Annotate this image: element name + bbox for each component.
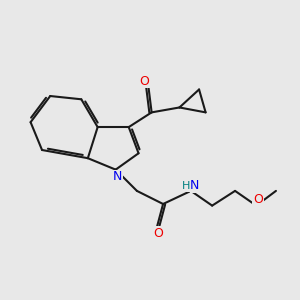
Text: N: N [190, 179, 200, 193]
Text: H: H [182, 181, 190, 191]
Text: O: O [253, 193, 263, 206]
Text: O: O [153, 227, 163, 240]
Text: N: N [112, 170, 122, 183]
Text: O: O [140, 75, 149, 88]
